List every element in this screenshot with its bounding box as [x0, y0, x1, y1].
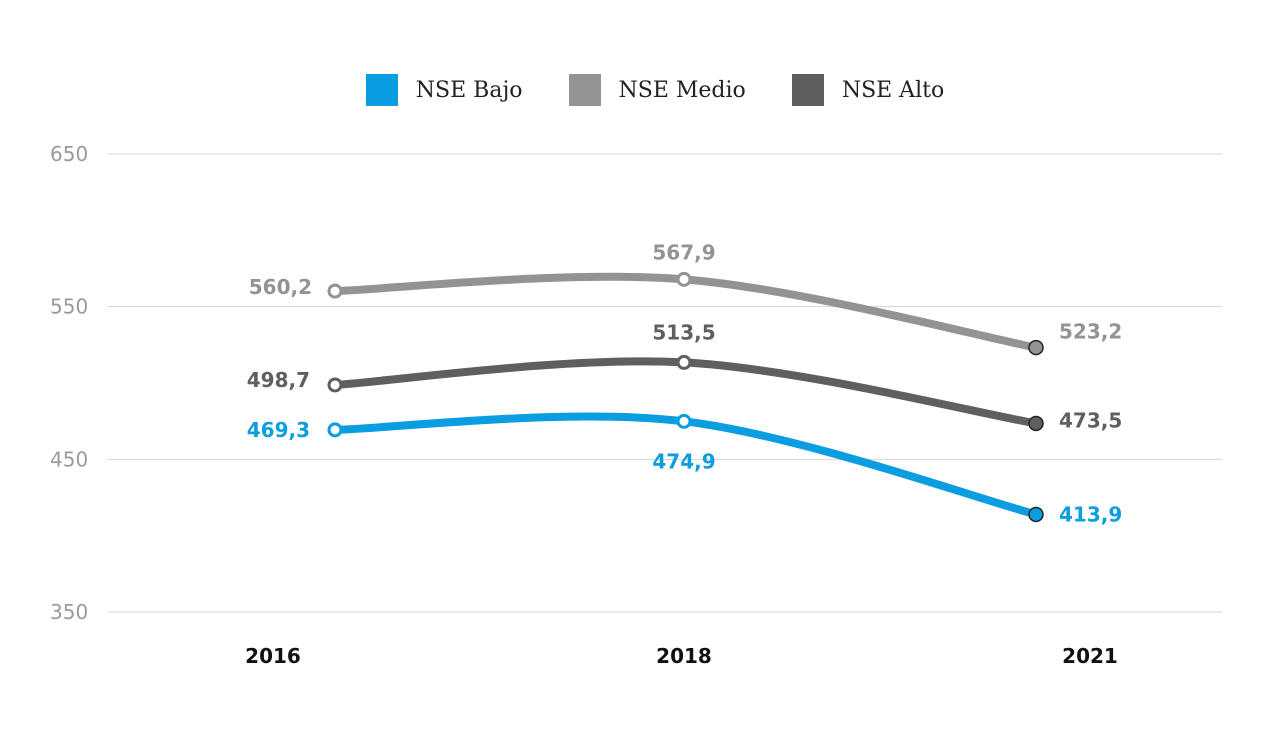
data-label: 473,5	[1059, 408, 1122, 432]
data-point	[1028, 506, 1044, 523]
data-label: 474,9	[652, 449, 715, 473]
x-tick-label: 2021	[1062, 644, 1118, 668]
legend-label: NSE Alto	[841, 77, 945, 103]
data-label: 498,7	[247, 368, 310, 392]
legend-swatch	[365, 74, 398, 106]
x-tick-label: 2018	[656, 644, 712, 668]
legend-swatch	[568, 74, 601, 106]
data-point	[1028, 415, 1044, 432]
data-point	[1028, 339, 1044, 356]
data-label: 513,5	[652, 320, 715, 344]
data-label: 523,2	[1059, 320, 1122, 344]
legend-label: NSE Bajo	[415, 77, 523, 103]
data-point	[327, 422, 343, 438]
y-tick-label: 450	[50, 447, 88, 471]
data-label: 560,2	[249, 275, 312, 299]
legend-item-nse-bajo: NSE Bajo	[365, 74, 523, 106]
x-tick-label: 2016	[245, 644, 301, 668]
legend-label: NSE Medio	[618, 77, 746, 103]
legend-swatch	[791, 74, 824, 106]
y-tick-label: 550	[50, 295, 88, 319]
data-point	[676, 271, 692, 287]
data-point	[676, 354, 692, 370]
y-tick-label: 650	[50, 142, 88, 166]
data-label: 469,3	[247, 418, 310, 442]
data-point	[327, 283, 343, 299]
data-point	[676, 413, 692, 429]
legend-item-nse-medio: NSE Medio	[568, 74, 746, 106]
data-label: 413,9	[1059, 502, 1122, 526]
y-tick-label: 350	[50, 600, 88, 624]
data-label: 567,9	[652, 240, 715, 264]
legend-item-nse-alto: NSE Alto	[791, 74, 945, 106]
legend: NSE Bajo NSE Medio NSE Alto	[0, 74, 1280, 106]
data-point	[327, 377, 343, 393]
